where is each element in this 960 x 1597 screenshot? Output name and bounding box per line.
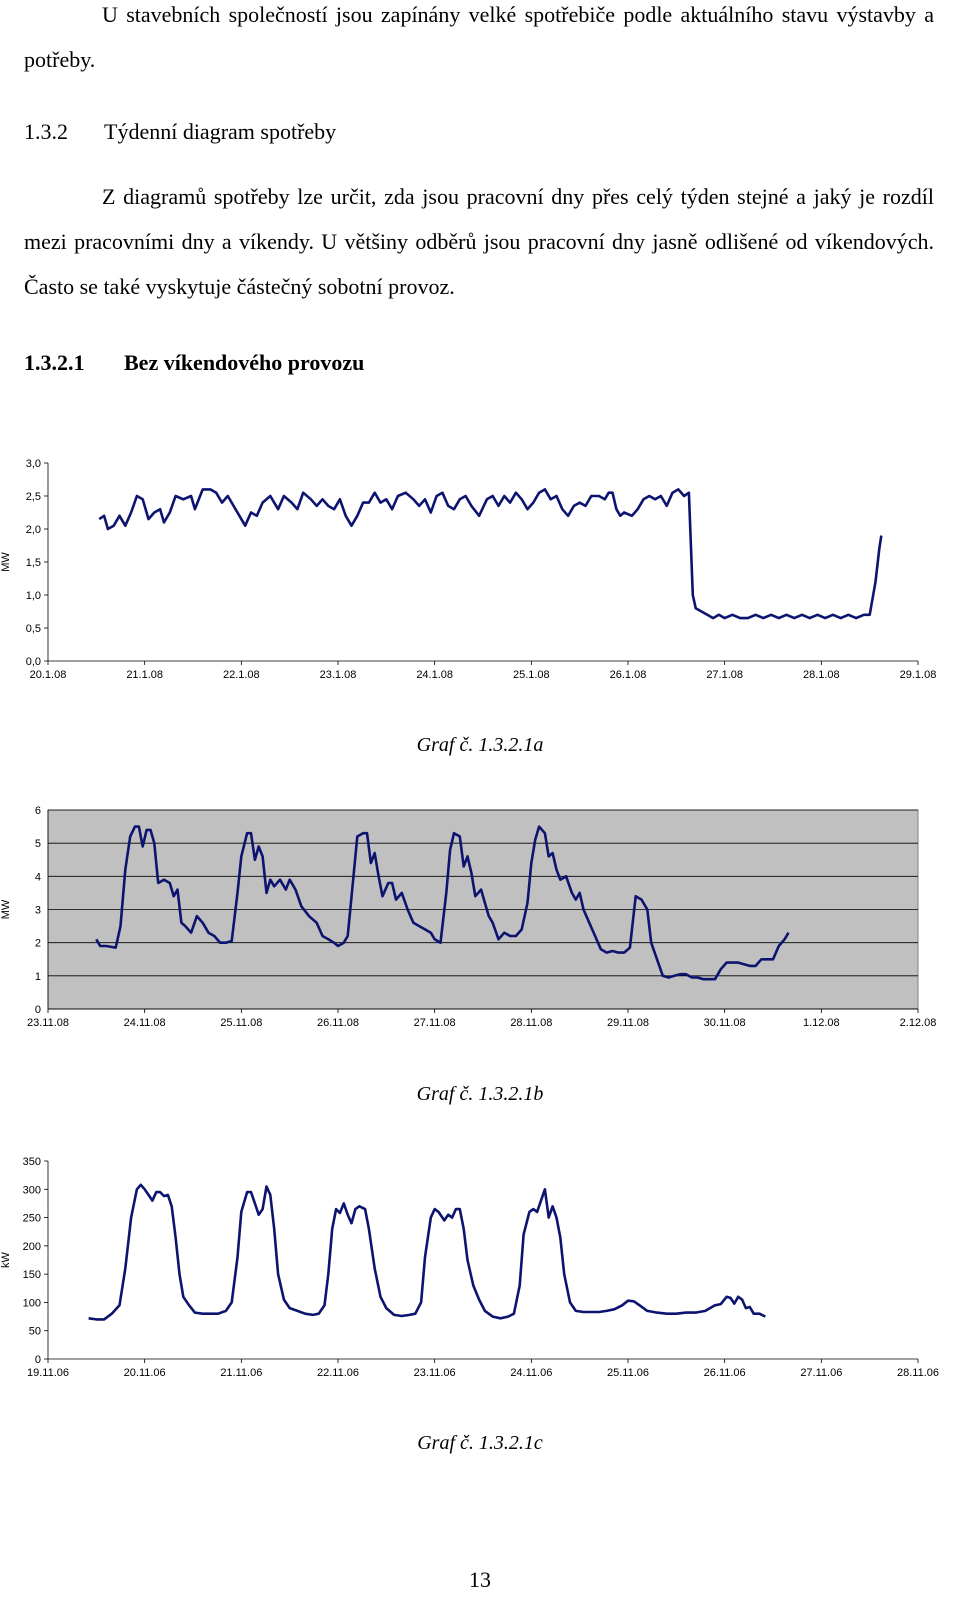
- y-tick-label: 0,5: [26, 623, 41, 635]
- y-tick-label: 1,0: [26, 590, 41, 602]
- x-tick-label: 21.1.08: [126, 669, 163, 681]
- series-line: [95, 825, 790, 981]
- subsection-title: Bez víkendového provozu: [124, 350, 365, 375]
- x-tick-label: 29.11.08: [607, 1017, 649, 1029]
- x-tick-label: 24.11.08: [124, 1017, 166, 1029]
- y-tick-label: 350: [23, 1156, 41, 1168]
- x-tick-label: 23.11.08: [27, 1017, 69, 1029]
- subsection-heading: 1.3.2.1 Bez víkendového provozu: [24, 350, 364, 376]
- chart-2-svg: 0 1 2 3 4 5 6 MW 23.11.08 24.11.08 25.11.08 26.11.0…: [0, 805, 937, 1029]
- section-heading: 1.3.2 Týdenní diagram spotřeby: [24, 119, 336, 145]
- y-tick-label: 100: [23, 1297, 41, 1309]
- x-tick-label: 26.11.08: [317, 1017, 359, 1029]
- x-tick-label: 20.1.08: [30, 669, 67, 681]
- series-line: [88, 1183, 766, 1321]
- y-tick-label: 2: [35, 938, 41, 950]
- y-tick-label: 4: [35, 871, 41, 883]
- y-tick-label: 1,5: [26, 557, 41, 569]
- x-tick-label: 21.11.06: [220, 1367, 262, 1379]
- x-tick-label: 28.11.06: [897, 1367, 939, 1379]
- y-axis-label: MW: [0, 552, 12, 572]
- x-tick-label: 25.11.08: [220, 1017, 262, 1029]
- x-tick-label: 22.1.08: [223, 669, 260, 681]
- chart-3: 0 50 100 150 200 250 300 350 kW 19.11.06 20.11.06 2…: [0, 1142, 960, 1402]
- section-number: 1.3.2: [24, 119, 68, 144]
- caption-3: Graf č. 1.3.2.1c: [417, 1432, 543, 1454]
- series-line: [98, 488, 883, 620]
- y-tick-label: 2,0: [26, 524, 41, 536]
- x-tick-label: 2.12.08: [900, 1017, 937, 1029]
- y-tick-label: 50: [29, 1326, 41, 1338]
- y-tick-label: 0,0: [26, 656, 41, 668]
- chart-3-svg: 0 50 100 150 200 250 300 350 kW 19.11.06 20.11.06 2…: [0, 1156, 939, 1379]
- x-tick-label: 29.1.08: [900, 669, 937, 681]
- caption-2: Graf č. 1.3.2.1b: [416, 1083, 544, 1105]
- x-tick-label: 27.11.06: [800, 1367, 842, 1379]
- y-tick-label: 5: [35, 838, 41, 850]
- page-number: 13: [469, 1567, 491, 1592]
- subsection-number: 1.3.2.1: [24, 350, 85, 375]
- y-tick-label: 0: [35, 1354, 41, 1366]
- intro-paragraph: U stavebních společností jsou zapínány v…: [24, 2, 934, 72]
- x-tick-label: 30.11.08: [704, 1017, 746, 1029]
- x-tick-label: 28.11.08: [510, 1017, 552, 1029]
- y-tick-label: 200: [23, 1241, 41, 1253]
- y-tick-label: 1: [35, 971, 41, 983]
- section-paragraph: Z diagramů spotřeby lze určit, zda jsou …: [24, 184, 934, 299]
- x-tick-label: 26.1.08: [610, 669, 647, 681]
- chart-1-svg: 0,0 0,5 1,0 1,5 2,0 2,5 3,0 MW 20.1.08 21.1.08 22.…: [0, 458, 937, 681]
- caption-1: Graf č. 1.3.2.1a: [416, 734, 544, 756]
- x-tick-label: 24.11.06: [510, 1367, 552, 1379]
- x-tick-label: 26.11.06: [704, 1367, 746, 1379]
- x-tick-label: 27.11.08: [414, 1017, 456, 1029]
- y-tick-label: 2,5: [26, 491, 41, 503]
- y-tick-label: 150: [23, 1269, 41, 1281]
- x-tick-label: 22.11.06: [317, 1367, 359, 1379]
- y-tick-label: 3,0: [26, 458, 41, 470]
- chart-2: 0 1 2 3 4 5 6 MW 23.11.08 24.11.08 25.11.08 26.11.0…: [0, 792, 960, 1052]
- y-tick-label: 300: [23, 1184, 41, 1196]
- x-tick-label: 27.1.08: [706, 669, 743, 681]
- y-tick-label: 3: [35, 905, 41, 917]
- x-tick-label: 19.11.06: [27, 1367, 69, 1379]
- x-tick-label: 25.1.08: [513, 669, 550, 681]
- chart-1: 0,0 0,5 1,0 1,5 2,0 2,5 3,0 MW 20.1.08 21.1.08 22.…: [0, 440, 960, 700]
- x-tick-label: 28.1.08: [803, 669, 840, 681]
- x-tick-label: 23.11.06: [414, 1367, 456, 1379]
- x-tick-label: 24.1.08: [416, 669, 453, 681]
- y-tick-label: 0: [35, 1004, 41, 1016]
- x-tick-label: 25.11.06: [607, 1367, 649, 1379]
- section-title: Týdenní diagram spotřeby: [104, 119, 337, 144]
- y-tick-label: 250: [23, 1213, 41, 1225]
- y-axis-label: kW: [0, 1251, 12, 1268]
- y-axis-label: MW: [0, 899, 12, 919]
- x-tick-label: 20.11.06: [124, 1367, 166, 1379]
- x-tick-label: 1.12.08: [803, 1017, 840, 1029]
- y-tick-label: 6: [35, 805, 41, 817]
- x-tick-label: 23.1.08: [320, 669, 357, 681]
